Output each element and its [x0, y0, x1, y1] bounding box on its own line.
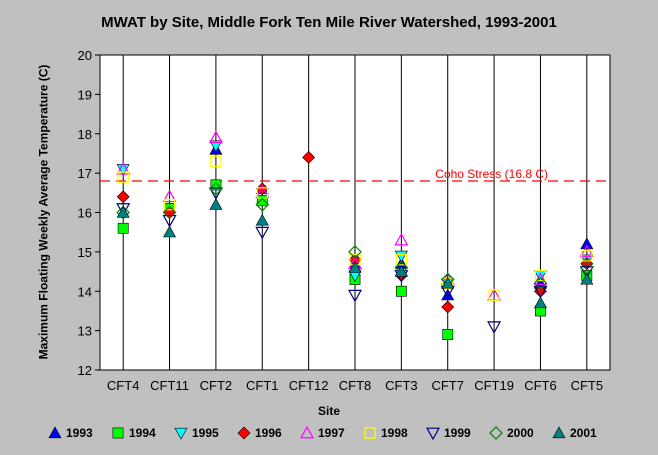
legend-marker [237, 426, 251, 440]
data-point-2001 [348, 261, 362, 273]
data-point-1994 [442, 329, 454, 340]
x-tick-label: CFT19 [474, 378, 514, 393]
data-point-1998 [488, 289, 500, 301]
legend-marker [364, 427, 376, 439]
data-point-1997 [208, 130, 223, 144]
data-point-2001 [209, 198, 223, 210]
legend-marker [300, 426, 314, 439]
legend-label: 2000 [507, 426, 534, 440]
data-point-1998 [349, 254, 361, 266]
data-point-2000 [116, 205, 131, 220]
data-point-1996 [116, 190, 130, 204]
x-tick-label: CFT1 [246, 378, 279, 393]
y-tick-label: 20 [78, 48, 92, 63]
data-point-1996 [302, 150, 316, 164]
data-point-1999 [208, 187, 223, 201]
data-point-1993 [580, 237, 594, 250]
x-tick-label: CFT6 [524, 378, 557, 393]
legend-marker [426, 427, 440, 440]
data-point-1997 [533, 272, 548, 285]
data-point-1999 [487, 321, 502, 334]
data-point-1997 [116, 161, 131, 175]
y-tick-label: 16 [78, 206, 92, 221]
legend-label: 1993 [66, 426, 93, 440]
data-point-1999 [255, 226, 270, 240]
y-tick-label: 15 [78, 245, 92, 260]
data-point-1997 [394, 232, 409, 246]
data-point-2001 [441, 276, 455, 289]
y-tick-label: 12 [78, 363, 92, 378]
x-tick-label: CFT8 [339, 378, 372, 393]
data-point-1999 [347, 289, 363, 303]
data-point-1995 [209, 140, 223, 153]
data-point-1993 [441, 288, 455, 301]
data-point-1996 [441, 300, 455, 314]
data-point-2000 [255, 197, 270, 212]
chart-title: MWAT by Site, Middle Fork Ten Mile River… [101, 14, 557, 31]
y-tick-label: 17 [78, 166, 92, 181]
data-point-2000 [209, 182, 223, 196]
legend-label: 1994 [129, 426, 156, 440]
x-tick-label: CFT2 [200, 378, 233, 393]
data-point-2001 [394, 264, 408, 277]
data-point-1997 [162, 189, 177, 203]
legend-label: 1999 [444, 426, 471, 440]
data-point-1998 [534, 269, 547, 282]
y-tick-label: 19 [78, 87, 92, 102]
data-point-1999 [579, 266, 594, 279]
data-point-1998 [581, 250, 593, 262]
data-point-2000 [348, 245, 362, 259]
legend-label: 1995 [192, 426, 219, 440]
legend: 1993 1994 1995 1996 1997 1998 1999 2000 2001 [48, 425, 648, 443]
data-point-1998 [210, 155, 222, 168]
legend-label: 1997 [318, 426, 345, 440]
x-axis-label: Site [317, 404, 340, 418]
legend-marker [48, 426, 62, 439]
legend-marker [552, 426, 566, 439]
legend-marker [489, 426, 503, 440]
plot-frame [99, 54, 611, 371]
chart-plot: CFT4 CFT11 CFT2 CFT1 CFT12 CFT8 CFT3 CFT7 CFT19 C… [78, 48, 611, 393]
data-point-2001 [255, 213, 269, 226]
data-point-1999 [533, 285, 548, 299]
data-point-2000 [162, 205, 177, 220]
x-tick-label: CFT12 [289, 378, 329, 393]
x-tick-label: CFT5 [571, 378, 604, 393]
reference-line-label: Coho Stress (16.8 C) [435, 167, 548, 181]
legend-label: 2001 [570, 426, 597, 440]
data-point-2001 [116, 205, 130, 218]
data-point-2001 [163, 225, 177, 238]
legend-label: 1998 [381, 426, 408, 440]
data-point-1995 [394, 250, 408, 263]
data-point-2001 [533, 296, 547, 309]
x-tick-label: CFT4 [107, 378, 140, 393]
data-point-1999 [162, 214, 177, 228]
x-tick-label: CFT3 [385, 378, 418, 393]
legend-label: 1996 [255, 426, 282, 440]
data-point-1998 [256, 187, 268, 199]
legend-marker [174, 427, 188, 440]
data-point-1994 [395, 285, 407, 297]
data-point-1998 [117, 171, 129, 183]
y-tick-label: 14 [78, 284, 92, 299]
data-point-1994 [117, 222, 129, 234]
x-tick-label: CFT7 [431, 378, 464, 393]
y-tick-label: 13 [78, 324, 92, 339]
data-point-1998 [395, 254, 408, 266]
data-point-1998 [163, 198, 176, 211]
y-tick-label: 18 [78, 127, 92, 142]
data-point-2000 [533, 276, 548, 291]
x-tick-label: CFT11 [150, 378, 189, 393]
legend-marker [112, 427, 124, 439]
data-point-2001 [580, 272, 594, 285]
